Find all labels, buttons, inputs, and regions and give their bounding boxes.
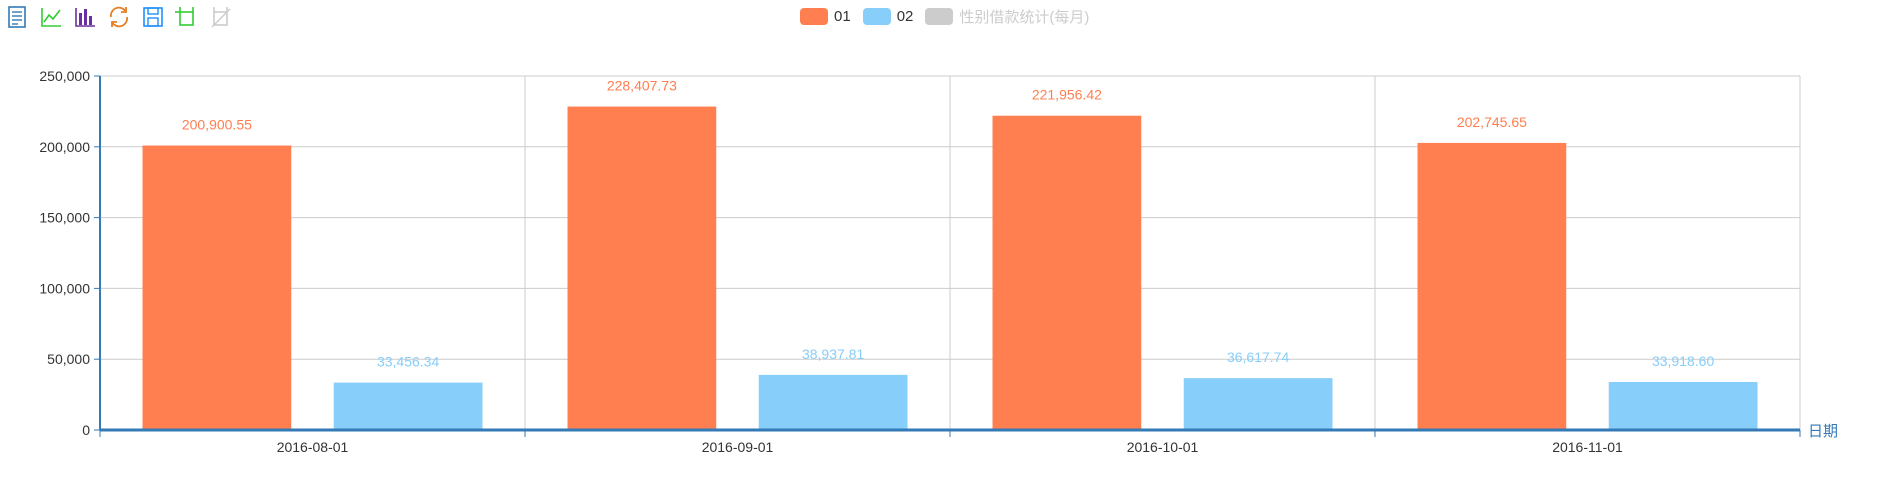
legend-label-02: 02 <box>896 8 914 25</box>
bar-series-01 <box>567 106 717 431</box>
data-label-series-02: 38,937.81 <box>802 346 864 362</box>
bar-series-02 <box>333 382 483 430</box>
bar-series-02 <box>1608 381 1758 430</box>
restore-icon[interactable] <box>106 4 132 30</box>
y-tick-label: 250,000 <box>39 68 90 84</box>
data-label-series-02: 33,918.60 <box>1652 353 1714 369</box>
data-label-series-01: 228,407.73 <box>607 78 677 94</box>
data-label-series-02: 33,456.34 <box>377 354 439 370</box>
data-label-series-01: 221,956.42 <box>1032 87 1102 103</box>
y-tick-label: 200,000 <box>39 139 90 155</box>
toolbox <box>4 4 234 30</box>
legend-swatch-02 <box>862 8 891 25</box>
legend-swatch-01 <box>800 8 828 25</box>
x-tick-label: 2016-08-01 <box>277 439 349 455</box>
x-tick-label: 2016-09-01 <box>702 439 774 455</box>
legend: 01 02 性别借款统计(每月) <box>800 6 1089 27</box>
save-image-icon[interactable] <box>140 4 166 30</box>
y-tick-label: 100,000 <box>39 280 90 296</box>
x-axis-name: 日期 <box>1808 423 1838 440</box>
y-tick-label: 150,000 <box>39 210 90 226</box>
data-label-series-02: 36,617.74 <box>1227 349 1289 365</box>
data-label-series-01: 202,745.65 <box>1457 114 1527 130</box>
legend-label-monthly-stats: 性别借款统计(每月) <box>959 9 1090 26</box>
x-tick-label: 2016-10-01 <box>1127 439 1199 455</box>
legend-swatch-monthly-stats <box>925 8 954 25</box>
data-zoom-reset-icon[interactable] <box>208 4 234 30</box>
y-tick-label: 50,000 <box>47 351 90 367</box>
legend-item-monthly-stats[interactable]: 性别借款统计(每月) <box>925 6 1089 27</box>
data-view-icon[interactable] <box>4 4 30 30</box>
legend-item-02[interactable]: 02 <box>862 8 914 25</box>
y-tick-label: 0 <box>82 422 90 438</box>
bar-series-01 <box>1417 142 1567 430</box>
bar-series-01 <box>992 115 1142 430</box>
bar-series-01 <box>142 145 292 430</box>
x-tick-label: 2016-11-01 <box>1552 439 1623 455</box>
bar-chart-icon[interactable] <box>72 4 98 30</box>
data-zoom-icon[interactable] <box>174 4 200 30</box>
legend-item-01[interactable]: 01 <box>800 8 851 25</box>
line-chart-icon[interactable] <box>38 4 64 30</box>
legend-label-01: 01 <box>834 8 851 25</box>
bar-series-02 <box>758 374 908 430</box>
bar-series-02 <box>1183 378 1333 430</box>
data-label-series-01: 200,900.55 <box>182 117 252 133</box>
